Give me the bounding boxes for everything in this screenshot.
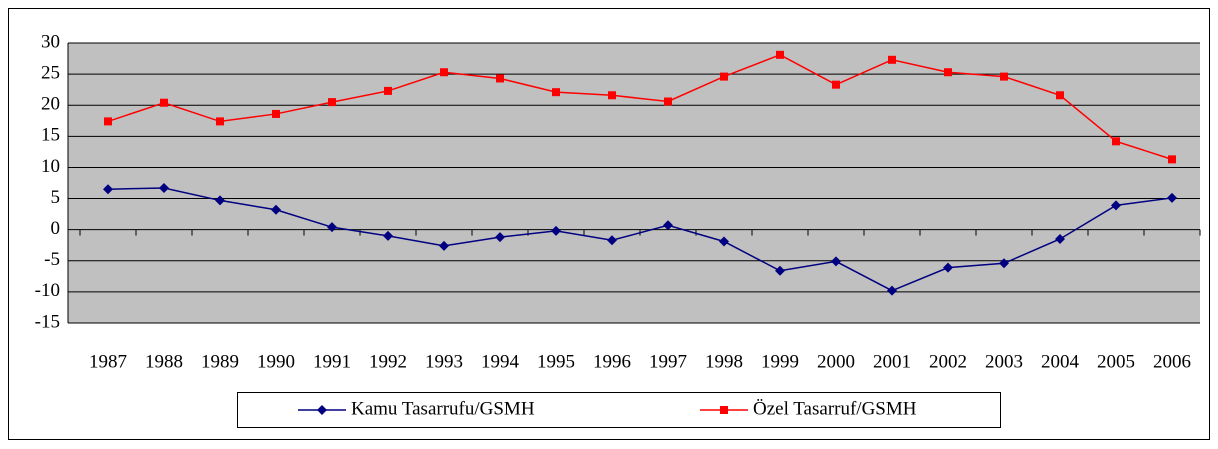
- series-line: [107, 187, 1173, 292]
- data-point: [607, 235, 617, 246]
- x-tick-label: 1993: [425, 351, 463, 372]
- data-point: [832, 80, 840, 89]
- y-tick-label: 10: [41, 156, 60, 177]
- x-tick-label: 2003: [985, 351, 1023, 372]
- legend-label: Özel Tasarruf/GSMH: [753, 398, 917, 419]
- data-point: [551, 225, 561, 236]
- data-point: [327, 222, 337, 233]
- data-point: [1112, 137, 1120, 146]
- data-point: [383, 230, 393, 241]
- data-point: [1056, 91, 1064, 100]
- data-point: [440, 68, 448, 77]
- x-tick-label: 1989: [201, 351, 239, 372]
- x-tick-label: 1991: [313, 351, 351, 372]
- data-point: [215, 195, 225, 206]
- legend-label: Kamu Tasarrufu/GSMH: [351, 398, 535, 419]
- data-point: [159, 182, 169, 193]
- data-point: [776, 50, 784, 59]
- y-tick-label: 0: [51, 218, 61, 239]
- data-point: [943, 262, 953, 273]
- data-point: [1000, 72, 1008, 81]
- data-point: [720, 72, 728, 81]
- data-point: [775, 265, 785, 276]
- data-point: [888, 55, 896, 64]
- data-point: [160, 98, 168, 107]
- y-tick-label: -15: [35, 311, 60, 332]
- data-point: [887, 285, 897, 296]
- y-tick-label: 20: [41, 94, 60, 115]
- data-point: [384, 86, 392, 95]
- y-tick-label: 30: [41, 31, 60, 52]
- data-point: [663, 220, 673, 231]
- data-point: [1167, 192, 1177, 203]
- data-point: [831, 256, 841, 267]
- plot-area: [68, 43, 1200, 323]
- data-point: [328, 98, 336, 107]
- data-point: [1111, 200, 1121, 211]
- x-tick-label: 1990: [257, 351, 295, 372]
- x-tick-label: 1987: [89, 351, 127, 372]
- x-tick-label: 2006: [1153, 351, 1191, 372]
- x-tick-label: 2001: [873, 351, 911, 372]
- x-tick-label: 1996: [593, 351, 631, 372]
- data-point: [103, 184, 113, 195]
- data-point: [271, 204, 281, 215]
- x-tick-label: 1997: [649, 351, 687, 372]
- x-tick-label: 1988: [145, 351, 183, 372]
- data-point: [608, 91, 616, 100]
- data-point: [1168, 155, 1176, 164]
- series-line: [107, 53, 1173, 161]
- x-tick-label: 1992: [369, 351, 407, 372]
- y-tick-label: 25: [41, 62, 60, 83]
- data-point: [216, 117, 224, 126]
- x-tick-label: 1995: [537, 351, 575, 372]
- y-tick-label: -10: [35, 280, 60, 301]
- y-tick-label: -5: [44, 249, 60, 270]
- legend-marker: [720, 406, 728, 414]
- x-tick-label: 1999: [761, 351, 799, 372]
- x-tick-label: 2000: [817, 351, 855, 372]
- data-point: [272, 109, 280, 118]
- data-point: [495, 232, 505, 243]
- data-point: [664, 97, 672, 106]
- data-point: [552, 88, 560, 97]
- data-point: [719, 236, 729, 247]
- data-point: [496, 74, 504, 83]
- data-point: [1055, 234, 1065, 244]
- x-tick-label: 1994: [481, 351, 520, 372]
- data-point: [944, 68, 952, 77]
- data-point: [439, 240, 449, 251]
- legend-box: [237, 392, 1001, 428]
- x-tick-label: 2002: [929, 351, 967, 372]
- y-tick-label: 5: [51, 187, 61, 208]
- legend-marker: [317, 405, 327, 415]
- x-tick-label: 2005: [1097, 351, 1135, 372]
- data-point: [999, 258, 1009, 269]
- x-tick-label: 1998: [705, 351, 743, 372]
- data-point: [104, 117, 112, 126]
- x-tick-label: 2004: [1041, 351, 1080, 372]
- y-tick-label: 15: [41, 125, 60, 146]
